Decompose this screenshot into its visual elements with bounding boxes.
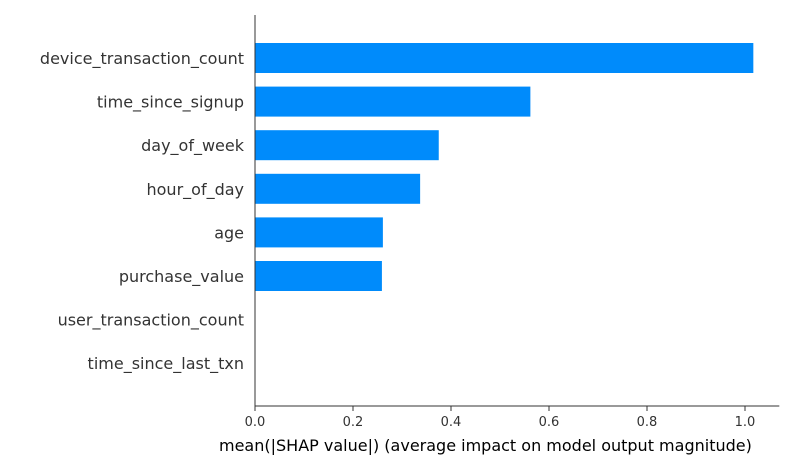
x-tick-label: 1.0	[735, 415, 756, 430]
feature-label-day-of-week: day_of_week	[141, 136, 245, 156]
x-tick-label: 0.6	[539, 415, 560, 430]
feature-label-hour-of-day: hour_of_day	[147, 180, 245, 200]
bar-time-since-signup	[255, 86, 531, 117]
feature-label-time-since-last-txn: time_since_last_txn	[88, 354, 244, 374]
x-tick-label: 0.2	[343, 415, 364, 430]
feature-label-time-since-signup: time_since_signup	[97, 93, 244, 113]
x-axis-title: mean(|SHAP value|) (average impact on mo…	[219, 436, 752, 455]
x-tick-label: 0.8	[637, 415, 658, 430]
bar-age	[255, 217, 383, 248]
feature-label-purchase-value: purchase_value	[119, 267, 244, 287]
feature-label-age: age	[214, 223, 244, 242]
x-tick-label: 0.0	[245, 415, 266, 430]
feature-label-user-transaction-count: user_transaction_count	[58, 311, 244, 331]
feature-labels-group: device_transaction_count time_since_signu…	[40, 49, 245, 374]
bar-day-of-week	[255, 130, 439, 161]
x-ticks-group: 0.0 0.2 0.4 0.6 0.8 1.0	[245, 406, 756, 430]
x-tick-label: 0.4	[441, 415, 462, 430]
bar-device-transaction-count	[255, 43, 754, 73]
bar-hour-of-day	[255, 173, 421, 204]
bar-purchase-value	[255, 261, 382, 291]
bars-group	[255, 43, 754, 291]
feature-label-device-transaction-count: device_transaction_count	[40, 49, 244, 69]
